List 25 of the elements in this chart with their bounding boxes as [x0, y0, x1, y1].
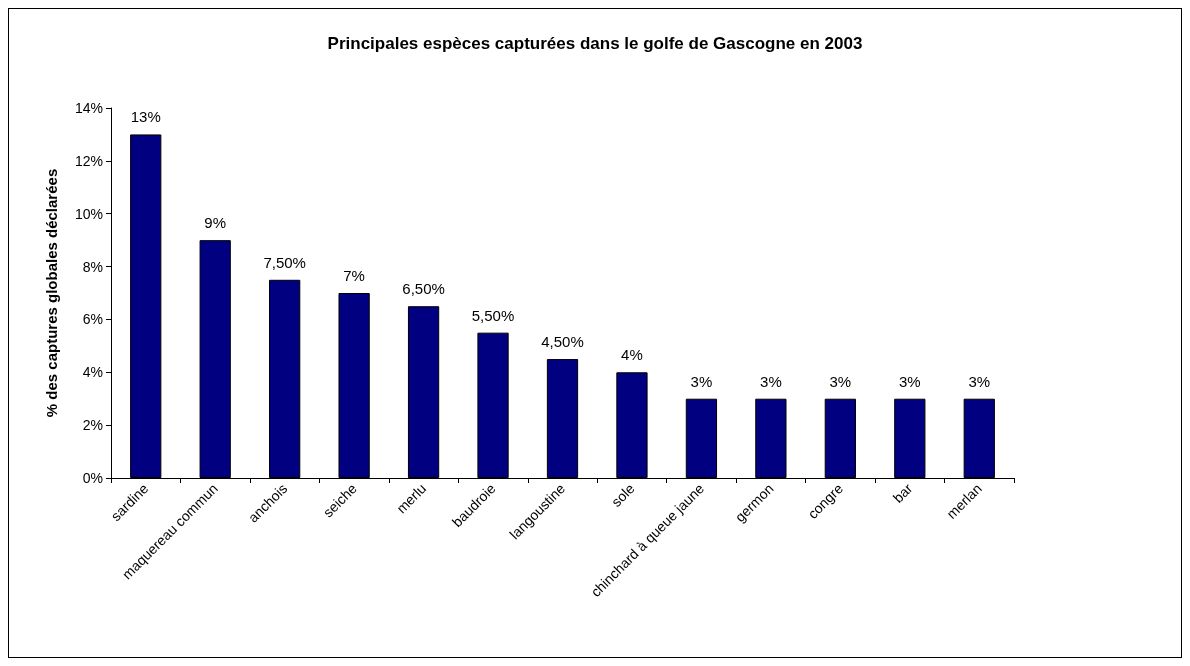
data-label: 7,50%: [263, 253, 306, 271]
y-tick-label: 2%: [82, 417, 103, 434]
y-tick-label: 0%: [82, 470, 103, 486]
y-tick-label: 4%: [82, 364, 103, 381]
y-tick-label: 14%: [74, 100, 103, 116]
y-tick-label: 6%: [82, 311, 103, 328]
data-label: 3%: [690, 372, 713, 390]
y-axis-title: % des captures globales déclarées: [43, 168, 60, 418]
data-label: 3%: [968, 372, 991, 390]
data-label: 13%: [130, 108, 161, 126]
data-label: 3%: [898, 372, 921, 390]
data-label: 5,50%: [471, 306, 515, 324]
x-tick-label: sole: [608, 480, 638, 510]
data-label: 9%: [204, 214, 227, 232]
data-label: 4,50%: [541, 333, 584, 351]
y-tick-label: 8%: [82, 258, 103, 275]
data-label: 6,50%: [402, 280, 445, 298]
data-label: 3%: [829, 372, 852, 390]
y-tick-label: 10%: [74, 205, 103, 222]
data-label: 3%: [760, 372, 782, 390]
chart-title: Principales espèces capturées dans le golfe de Gascogne en 2003: [327, 34, 863, 53]
y-tick-label: 12%: [74, 152, 103, 169]
data-label: 7%: [343, 267, 365, 284]
x-tick-label: bar: [889, 480, 916, 506]
data-label: 4%: [621, 346, 643, 364]
